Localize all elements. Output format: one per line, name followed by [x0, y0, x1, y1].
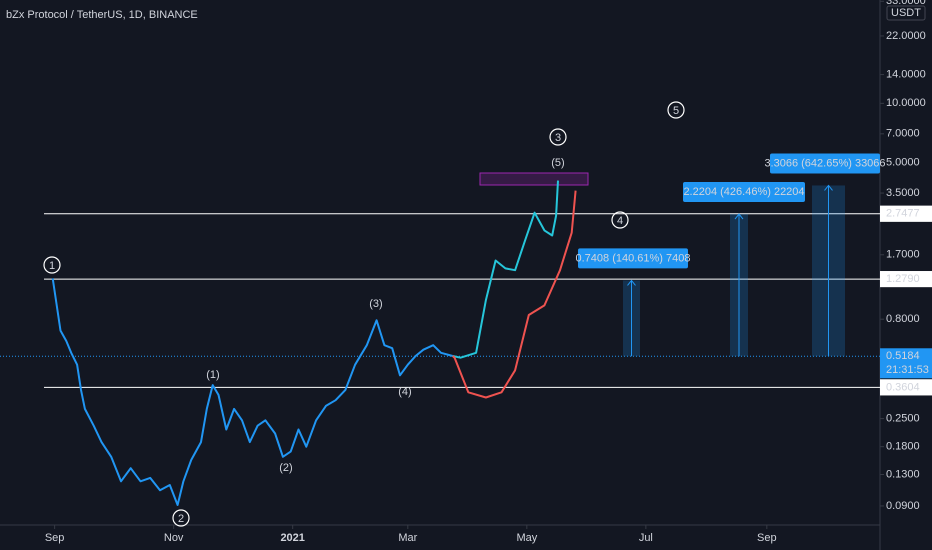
y-tick-label: 33.0000 — [886, 0, 926, 7]
chart-title: bZx Protocol / TetherUS, 1D, BINANCE — [6, 9, 198, 21]
last-price-bg — [880, 348, 932, 379]
y-tick-label: 10.0000 — [886, 97, 926, 109]
x-tick-label: May — [516, 532, 537, 544]
subwave-label: (5) — [551, 157, 564, 169]
measurement-label: 2.2204 (426.46%) 22204 — [683, 186, 804, 198]
measurement-label: 3.3066 (642.65%) 33066 — [764, 157, 885, 169]
wave-circle — [549, 128, 567, 146]
y-tick-label: 0.0900 — [886, 500, 920, 512]
y-tick-label: 3.5000 — [886, 187, 920, 199]
subwave-label: (3) — [369, 298, 382, 310]
horizontal-line-label: 0.3604 — [886, 381, 920, 393]
price-line — [51, 278, 453, 506]
y-tick-label: 14.0000 — [886, 68, 926, 80]
subwave-label: (1) — [206, 369, 219, 381]
y-tick-label: 5.0000 — [886, 156, 920, 168]
wave-circle — [43, 256, 61, 274]
target-zone — [479, 172, 589, 186]
x-tick-label: Sep — [45, 532, 65, 544]
x-tick-label: 2021 — [280, 532, 304, 544]
measurement-label-bg — [683, 182, 805, 203]
last-price-label: 0.5184 — [886, 350, 920, 362]
y-tick-label: 22.0000 — [886, 30, 926, 42]
y-tick-label: 7.0000 — [886, 128, 920, 140]
subwave-label: (2) — [279, 462, 292, 474]
wave-circle — [172, 509, 190, 527]
wave-label: 3 — [555, 132, 561, 144]
wave-label: 5 — [673, 105, 679, 117]
y-tick-label: 0.8000 — [886, 313, 920, 325]
measurement-label-bg — [770, 153, 880, 174]
horizontal-line-label: 2.7477 — [886, 208, 920, 220]
countdown-label: 21:31:53 — [886, 364, 929, 376]
measurement-arrowhead — [627, 279, 636, 286]
wave-label: 2 — [178, 513, 184, 525]
measurement-arrowhead — [734, 213, 744, 220]
wave-circle — [667, 101, 685, 119]
measurement-label-bg — [578, 248, 688, 269]
price-line — [452, 190, 577, 399]
horizontal-line-label-bg — [880, 271, 932, 288]
currency-label: USDT — [891, 7, 921, 19]
y-tick-label: 0.1800 — [886, 441, 920, 453]
horizontal-line-label-bg — [880, 379, 932, 396]
measurement-label: 0.7408 (140.61%) 7408 — [576, 252, 691, 264]
x-tick-label: Sep — [757, 532, 777, 544]
y-tick-label: 1.7000 — [886, 249, 920, 261]
wave-circle — [611, 211, 629, 229]
wave-label: 1 — [49, 260, 55, 272]
x-tick-label: Nov — [164, 532, 184, 544]
price-line — [452, 180, 559, 359]
y-tick-label: 0.1300 — [886, 468, 920, 480]
x-tick-label: Mar — [398, 532, 417, 544]
subwave-label: (4) — [398, 386, 411, 398]
y-tick-label: 0.2500 — [886, 413, 920, 425]
horizontal-line-label-bg — [880, 205, 932, 222]
measurement-arrowhead — [824, 184, 833, 191]
horizontal-line-label: 1.2790 — [886, 273, 920, 285]
wave-label: 4 — [617, 215, 623, 227]
currency-box — [886, 5, 926, 21]
x-tick-label: Jul — [639, 532, 653, 544]
